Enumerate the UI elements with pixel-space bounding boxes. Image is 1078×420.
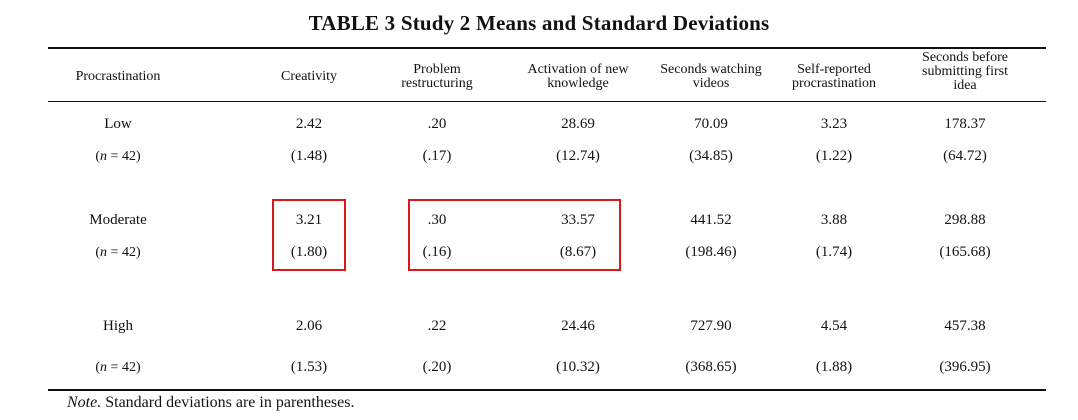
table-note: Note. Standard deviations are in parenth… xyxy=(67,394,354,412)
row-n-high: (n = 42) xyxy=(95,360,141,375)
cell-high-problem-restructuring-sd: (.20) xyxy=(422,359,452,375)
column-header-creativity: Creativity xyxy=(281,69,337,84)
cell-low-creativity-sd: (1.48) xyxy=(290,148,328,164)
cell-moderate-activation-mean: 33.57 xyxy=(561,212,595,228)
cell-high-self-reported-mean: 4.54 xyxy=(820,318,848,334)
cell-moderate-self-reported-sd: (1.74) xyxy=(815,244,853,260)
cell-high-seconds-before-sd: (396.95) xyxy=(939,359,991,375)
cell-moderate-problem-restructuring-mean: .30 xyxy=(427,212,447,228)
cell-moderate-creativity-mean: 3.21 xyxy=(295,212,323,228)
row-label-moderate: Moderate xyxy=(89,212,147,228)
cell-high-seconds-before-mean: 457.38 xyxy=(944,318,986,334)
cell-low-self-reported-sd: (1.22) xyxy=(815,148,853,164)
cell-moderate-seconds-before-sd: (165.68) xyxy=(939,244,991,260)
note-text: Standard deviations are in parentheses. xyxy=(101,394,355,411)
cell-low-seconds-watching-sd: (34.85) xyxy=(689,148,733,164)
cell-moderate-creativity-sd: (1.80) xyxy=(290,244,328,260)
column-header-activation-of-new-knowledge: Activation of new knowledge xyxy=(527,62,629,91)
table-title: TABLE 3 Study 2 Means and Standard Devia… xyxy=(308,11,770,35)
column-header-procrastination: Procrastination xyxy=(75,69,161,84)
cell-high-problem-restructuring-mean: .22 xyxy=(427,318,447,334)
cell-low-problem-restructuring-mean: .20 xyxy=(427,116,447,132)
cell-low-seconds-watching-mean: 70.09 xyxy=(694,116,728,132)
highlight-box-creativity-moderate xyxy=(272,199,346,271)
cell-low-activation-sd: (12.74) xyxy=(556,148,600,164)
row-label-low: Low xyxy=(104,116,132,132)
cell-high-activation-sd: (10.32) xyxy=(556,359,600,375)
cell-low-problem-restructuring-sd: (.17) xyxy=(422,148,452,164)
cell-low-activation-mean: 28.69 xyxy=(561,116,595,132)
column-header-seconds-before-submitting-first-idea: Seconds before submitting first idea xyxy=(922,50,1008,93)
table-bottom-rule xyxy=(48,389,1046,391)
n-value: = 42) xyxy=(107,245,141,260)
highlight-box-restructuring-activation-moderate xyxy=(408,199,621,271)
n-value: = 42) xyxy=(107,149,141,164)
column-header-seconds-watching-videos: Seconds watching videos xyxy=(660,62,762,91)
cell-moderate-seconds-watching-sd: (198.46) xyxy=(685,244,737,260)
cell-high-creativity-sd: (1.53) xyxy=(290,359,328,375)
cell-moderate-problem-restructuring-sd: (.16) xyxy=(422,244,452,260)
n-symbol: n xyxy=(100,360,108,375)
n-symbol: n xyxy=(100,245,108,260)
column-header-problem-restructuring: Problem restructuring xyxy=(401,62,473,91)
cell-moderate-activation-sd: (8.67) xyxy=(559,244,597,260)
cell-high-seconds-watching-mean: 727.90 xyxy=(690,318,732,334)
table-header-rule xyxy=(48,101,1046,102)
cell-low-seconds-before-sd: (64.72) xyxy=(943,148,987,164)
note-label: Note. xyxy=(67,394,102,411)
cell-high-creativity-mean: 2.06 xyxy=(295,318,323,334)
cell-moderate-self-reported-mean: 3.88 xyxy=(820,212,848,228)
n-value: = 42) xyxy=(107,360,141,375)
cell-moderate-seconds-watching-mean: 441.52 xyxy=(690,212,732,228)
cell-high-self-reported-sd: (1.88) xyxy=(815,359,853,375)
row-label-high: High xyxy=(103,318,133,334)
cell-low-self-reported-mean: 3.23 xyxy=(820,116,848,132)
cell-high-activation-mean: 24.46 xyxy=(561,318,595,334)
column-header-self-reported-procrastination: Self-reported procrastination xyxy=(792,62,876,91)
cell-low-seconds-before-mean: 178.37 xyxy=(944,116,986,132)
cell-low-creativity-mean: 2.42 xyxy=(295,116,323,132)
cell-moderate-seconds-before-mean: 298.88 xyxy=(944,212,986,228)
cell-high-seconds-watching-sd: (368.65) xyxy=(685,359,737,375)
table-top-rule xyxy=(48,47,1046,49)
n-symbol: n xyxy=(100,149,108,164)
row-n-low: (n = 42) xyxy=(95,149,141,164)
row-n-moderate: (n = 42) xyxy=(95,245,141,260)
